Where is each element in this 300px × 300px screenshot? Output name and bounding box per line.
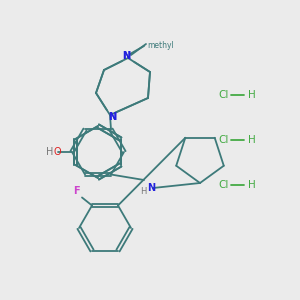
Text: H: H [46,147,54,157]
Text: N: N [122,51,130,61]
Text: Cl: Cl [218,135,228,145]
Text: N: N [147,183,155,193]
Text: O: O [53,147,61,157]
Text: Cl: Cl [218,180,228,190]
Text: F: F [73,187,79,196]
Text: H: H [248,135,256,145]
Text: N: N [108,112,116,122]
Text: H: H [248,90,256,100]
Text: N: N [122,51,130,61]
Text: N: N [108,112,116,122]
Text: H: H [140,187,146,196]
Text: Cl: Cl [218,90,228,100]
Text: methyl: methyl [147,40,174,50]
Text: H: H [248,180,256,190]
